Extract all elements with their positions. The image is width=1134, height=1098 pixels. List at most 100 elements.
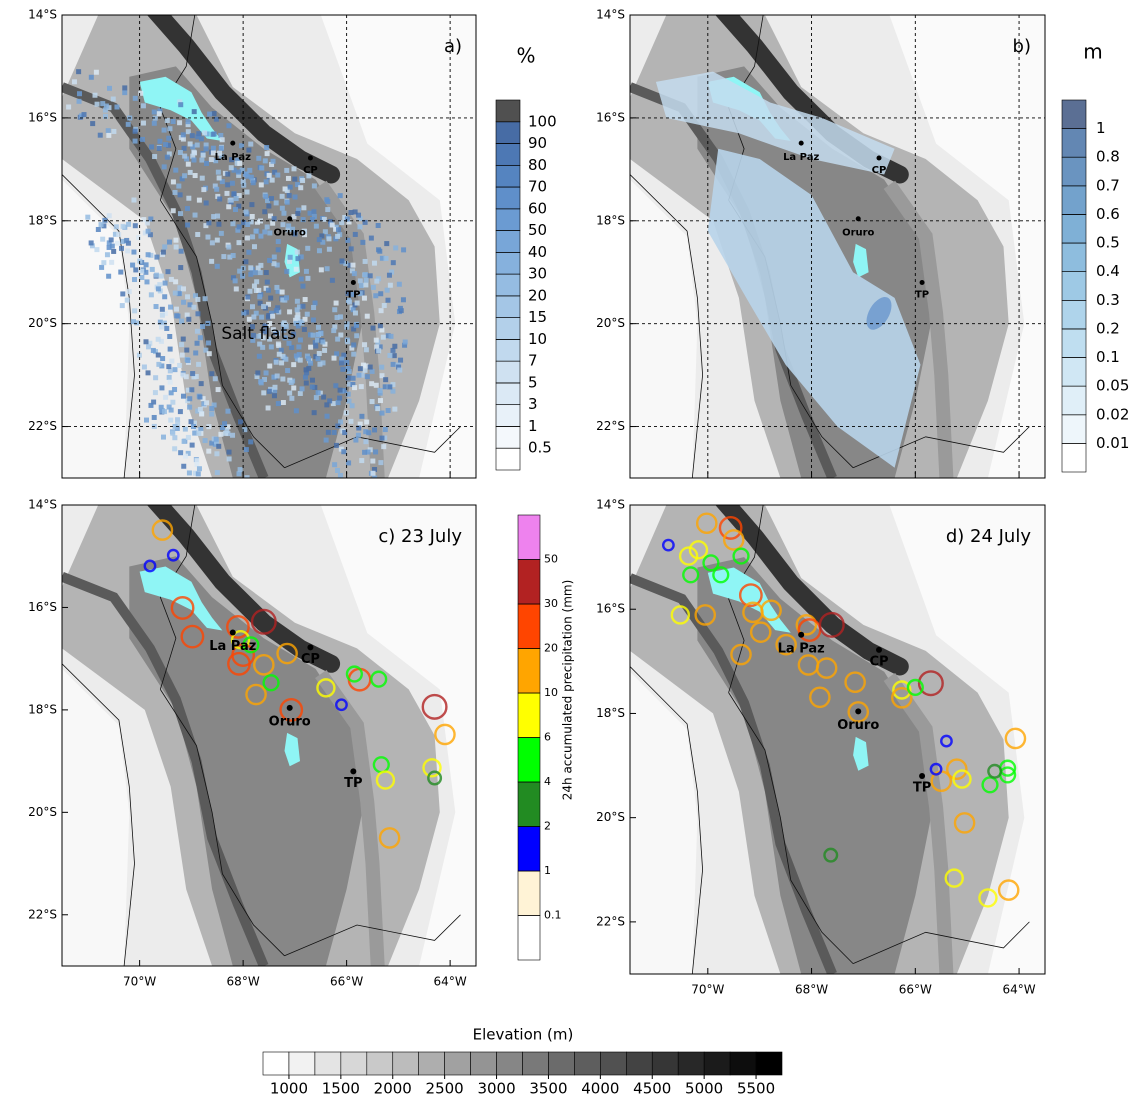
coverage-cell [190, 153, 196, 159]
coverage-cell [266, 388, 272, 394]
coverage-cell [217, 150, 223, 156]
coverage-cell [363, 347, 369, 353]
coverage-cell [141, 364, 147, 370]
coverage-cell [302, 316, 308, 322]
coverage-cell [151, 109, 157, 115]
coverage-cell [107, 85, 113, 91]
coverage-cell [112, 231, 118, 237]
station [422, 758, 442, 778]
place-label: Oruro [837, 718, 879, 733]
colorbar-box [517, 737, 541, 783]
annotation: Salt flats [221, 324, 296, 344]
coverage-cell [201, 187, 207, 193]
coverage-cell [195, 134, 201, 140]
station [1004, 727, 1027, 750]
coverage-cell [283, 356, 289, 362]
coverage-cell [213, 439, 219, 445]
coverage-cell [95, 226, 101, 232]
coverage-cell [320, 360, 326, 366]
coverage-cell [293, 408, 299, 414]
coverage-cell [134, 320, 140, 326]
coverage-cell [311, 305, 317, 311]
coverage-cell [221, 254, 227, 260]
coverage-cell [392, 343, 398, 349]
snow-depth [866, 297, 892, 330]
coverage-cell [339, 258, 345, 264]
coverage-cell [159, 312, 165, 318]
coverage-cell [297, 337, 303, 343]
place-label: Oruro [269, 714, 311, 729]
coverage-cell [225, 182, 231, 188]
coverage-cell [177, 285, 183, 291]
coverage-cell [362, 219, 368, 225]
coverage-cell [226, 456, 232, 462]
lat-label: 22°S [596, 914, 625, 928]
coverage-cell [308, 344, 314, 350]
coverage-cell [291, 331, 297, 337]
colorbar-label: 60 [528, 199, 547, 217]
coverage-cell [159, 363, 165, 369]
coverage-cell [243, 209, 249, 215]
colorbar-label: 0.6 [1096, 205, 1120, 223]
coverage-cell [275, 172, 281, 178]
coverage-cell [142, 230, 148, 236]
lon-label: 66°W [899, 983, 932, 997]
coverage-cell [185, 294, 191, 300]
coverage-cell [179, 176, 185, 182]
coverage-cell [402, 342, 408, 348]
coverage-cell [373, 449, 379, 455]
colorbar-label: 10 [544, 686, 558, 699]
coverage-cell [248, 265, 254, 271]
coverage-cell [167, 346, 173, 352]
coverage-cell [345, 290, 351, 296]
place-label: CP [869, 654, 888, 669]
coverage-cell [99, 264, 105, 270]
coverage-cell [181, 299, 187, 305]
coverage-cell [236, 224, 242, 230]
station [760, 599, 782, 622]
coverage-cell [144, 279, 150, 285]
coverage-cell [337, 472, 343, 478]
coverage-cell [377, 323, 383, 329]
coverage-cell [151, 120, 157, 126]
coverage-cell [207, 111, 213, 117]
coverage-cell [377, 248, 383, 254]
coverage-cell [345, 237, 351, 243]
coverage-cell [206, 448, 212, 454]
coverage-cell [295, 210, 301, 216]
colorbar-box [495, 339, 521, 362]
coverage-cell [141, 217, 147, 223]
colorbar-label: 20 [544, 642, 558, 655]
coverage-cell [387, 352, 393, 358]
coverage-cell [202, 296, 208, 302]
coverage-cell [294, 298, 300, 304]
colorbar-box [729, 1051, 757, 1076]
coverage-cell [212, 441, 218, 447]
coverage-cell [125, 121, 131, 127]
lat-label: 18°S [596, 706, 625, 720]
coverage-cell [183, 374, 189, 380]
station [345, 665, 363, 683]
coverage-cell [346, 398, 352, 404]
coverage-cell [192, 150, 198, 156]
coverage-cell [397, 305, 403, 311]
coverage-cell [179, 342, 185, 348]
coverage-cell [211, 111, 217, 117]
coast-plain [62, 179, 130, 478]
coverage-cell [307, 332, 313, 338]
coverage-cell [191, 374, 197, 380]
coverage-cell [268, 310, 274, 316]
coverage-cell [148, 292, 154, 298]
station [987, 763, 1003, 779]
colorbar-label: 50 [528, 221, 547, 239]
coverage-cell [344, 216, 350, 222]
coverage-cell [239, 143, 245, 149]
coverage-cell [184, 156, 190, 162]
coverage-cell [190, 371, 196, 377]
station [818, 611, 845, 638]
station [997, 879, 1020, 901]
coverage-cell [346, 381, 352, 387]
coverage-cell [168, 304, 174, 310]
coverage-cell [217, 196, 223, 202]
coverage-cell [320, 339, 326, 345]
